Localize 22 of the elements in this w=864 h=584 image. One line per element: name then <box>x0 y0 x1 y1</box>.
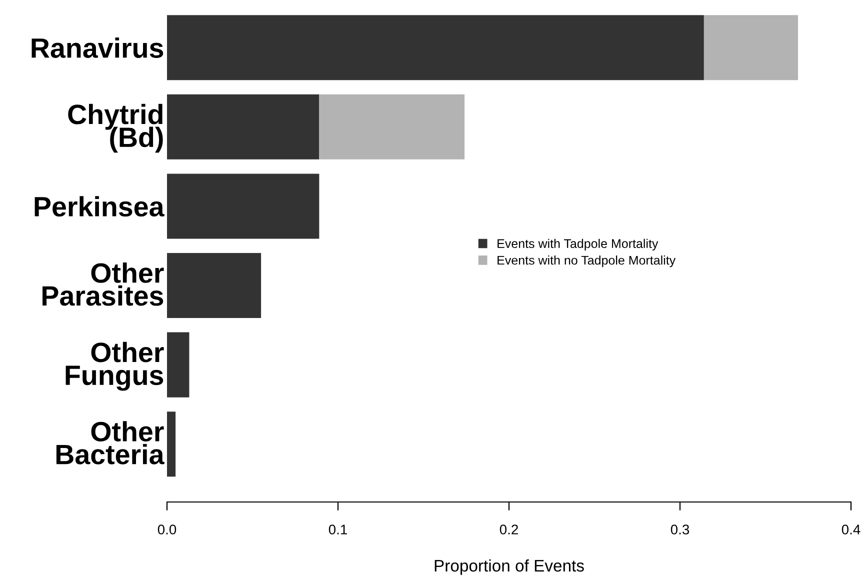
bar <box>167 332 190 398</box>
legend-label: Events with Tadpole Mortality <box>498 238 658 250</box>
y-tick-label: Other Parasites <box>42 262 164 306</box>
bar <box>167 412 176 477</box>
x-tick-label: 0.0 <box>158 524 176 534</box>
y-tick-label: Other Fungus <box>66 342 164 391</box>
bar <box>167 94 320 160</box>
x-tick-label: 0.3 <box>670 524 690 534</box>
y-tick-label: Perkinsea <box>34 196 164 217</box>
bar <box>167 253 262 318</box>
bar <box>167 174 320 239</box>
bar <box>319 94 465 160</box>
y-tick-label: Other Bacteria <box>56 421 164 464</box>
x-tick-label: 0.4 <box>842 524 860 534</box>
bar <box>704 15 798 80</box>
y-tick-label: Ranavirus <box>32 38 164 58</box>
y-tick-label: Chytrid (Bd) <box>68 104 163 153</box>
bar <box>167 15 704 80</box>
x-tick-label: 0.2 <box>500 524 518 534</box>
x-tick-label: 0.1 <box>328 524 347 534</box>
legend-label: Events with no Tadpole Mortality <box>498 256 676 268</box>
x-axis-title: Proportion of Events <box>434 559 584 575</box>
